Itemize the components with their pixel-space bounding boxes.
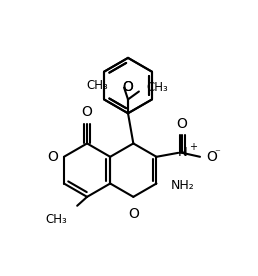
Text: CH₃: CH₃ xyxy=(147,81,168,94)
Text: O: O xyxy=(123,81,133,94)
Text: O: O xyxy=(123,81,133,94)
Text: N: N xyxy=(177,146,187,159)
Text: O: O xyxy=(206,150,217,164)
Text: O: O xyxy=(82,105,93,119)
Text: CH₃: CH₃ xyxy=(46,213,67,226)
Text: O: O xyxy=(177,117,188,131)
Text: ⁻: ⁻ xyxy=(214,148,220,158)
Text: NH₂: NH₂ xyxy=(170,179,194,192)
Text: CH₃: CH₃ xyxy=(86,79,108,92)
Text: O: O xyxy=(128,207,139,221)
Text: O: O xyxy=(47,150,58,164)
Text: +: + xyxy=(189,142,197,152)
